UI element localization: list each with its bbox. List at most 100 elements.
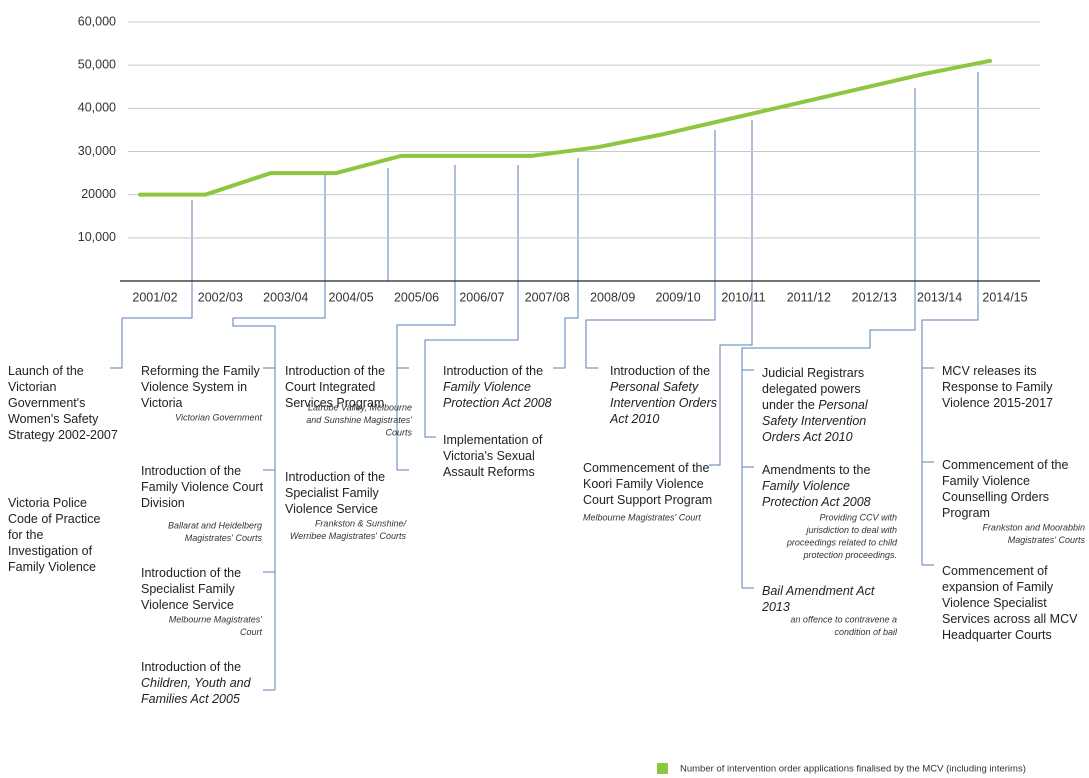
annotation-text: Services Program xyxy=(285,396,384,410)
annotation-line: delegated powers xyxy=(762,382,861,396)
y-tick-label: 40,000 xyxy=(78,101,116,115)
annotation-text: Commencement of xyxy=(942,564,1048,578)
annotation-italic: Orders Act 2010 xyxy=(762,430,853,444)
annotation-text: Investigation of xyxy=(8,544,93,558)
annotation-italic: Families Act 2005 xyxy=(141,692,240,706)
annotation-text: Amendments to the xyxy=(762,463,870,477)
annotation-line: Act 2010 xyxy=(609,412,659,426)
annotation-text: Court Integrated xyxy=(285,380,375,394)
annotation-line: for the xyxy=(8,528,43,542)
annotation-text: Specialist Family xyxy=(141,582,236,596)
annotation-text: Introduction of the xyxy=(443,364,543,378)
annotation: Introduction of the Children, Youth and Fa… xyxy=(141,660,252,706)
annotation-line: MCV releases its xyxy=(942,364,1036,378)
annotation-text: Introduction of the xyxy=(141,464,241,478)
annotation-italic: Family Violence xyxy=(443,380,531,394)
annotation-text: Victoria Police xyxy=(8,496,87,510)
x-tick-label: 2002/03 xyxy=(198,290,243,304)
annotation: Introduction of the Personal Safety Interv… xyxy=(609,364,717,426)
annotation-line: Family Violence xyxy=(8,560,96,574)
annotation-line: Violence 2015-2017 xyxy=(942,396,1053,410)
annotation-line: Counselling Orders xyxy=(942,490,1049,504)
annotation-text: Victoria's Sexual xyxy=(443,449,535,463)
annotation-line: Orders Act 2010 xyxy=(762,430,853,444)
annotation-italic: Protection Act 2008 xyxy=(443,396,552,410)
annotation-note: Providing CCV with xyxy=(819,512,897,522)
annotation-note: protection proceedings. xyxy=(802,550,897,560)
data-line xyxy=(138,58,992,197)
annotation-line: Koori Family Violence xyxy=(583,477,704,491)
annotation-line: Families Act 2005 xyxy=(141,692,240,706)
annotation-note: Victorian Government xyxy=(175,412,262,422)
annotation: Introduction of the Court Integrated Servi… xyxy=(285,364,412,437)
annotation-line: Violence System in xyxy=(141,380,247,394)
annotation-line: Women's Safety xyxy=(8,412,99,426)
annotation-note: Courts xyxy=(385,427,412,437)
annotation-note: Frankston and Moorabbin xyxy=(982,522,1085,532)
annotation-italic: Intervention Orders xyxy=(610,396,717,410)
annotation-line: Court Support Program xyxy=(583,493,712,507)
annotation-line: Introduction of the xyxy=(610,364,710,378)
annotation-note: and Sunshine Magistrates' xyxy=(306,415,412,425)
annotation-text: Family Violence xyxy=(8,560,96,574)
annotation-line: Victoria xyxy=(141,396,183,410)
x-tick-label: 2004/05 xyxy=(329,290,374,304)
annotation-text: Introduction of the xyxy=(141,566,241,580)
x-tick-label: 2014/15 xyxy=(982,290,1027,304)
annotation-line: Introduction of the xyxy=(141,660,241,674)
annotation-text: Specialist Family xyxy=(285,486,380,500)
annotation-line: Family Violence Court xyxy=(141,480,264,494)
y-tick-label: 50,000 xyxy=(78,57,116,71)
annotation: Launch of the Victorian Government's Women'… xyxy=(8,364,118,442)
x-tick-label: 2012/13 xyxy=(852,290,897,304)
annotation-line: Introduction of the xyxy=(285,470,385,484)
annotation-note: an offence to contravene a xyxy=(790,614,897,624)
annotation-line: Strategy 2002-2007 xyxy=(8,428,118,442)
annotation-line: Implementation of xyxy=(443,433,543,447)
annotation-line: Children, Youth and xyxy=(141,676,252,690)
annotation-text: Women's Safety xyxy=(8,412,99,426)
annotation: Judicial Registrars delegated powers under… xyxy=(762,366,869,444)
annotation: Amendments to the Family Violence Protecti… xyxy=(762,463,898,560)
annotation-text: delegated powers xyxy=(762,382,861,396)
annotation-line: Investigation of xyxy=(8,544,93,558)
annotation-line: Response to Family xyxy=(942,380,1053,394)
connector xyxy=(709,120,753,466)
annotation-italic: Children, Youth and xyxy=(141,676,252,690)
x-tick-label: 2006/07 xyxy=(459,290,504,304)
annotation-note: Ballarat and Heidelberg xyxy=(168,520,262,530)
annotation: Commencement of the Koori Family Violence… xyxy=(583,461,712,522)
x-tick-label: 2009/10 xyxy=(655,290,700,304)
annotation: Reforming the Family Violence System in Vi… xyxy=(141,364,262,422)
connector xyxy=(232,175,326,690)
annotation-text: Introduction of the xyxy=(285,364,385,378)
annotation: Commencement of the Family Violence Counse… xyxy=(942,458,1085,545)
annotation-line: Introduction of the xyxy=(141,566,241,580)
annotation-line: Specialist Family xyxy=(285,486,380,500)
connector xyxy=(741,88,916,588)
annotation-line: Division xyxy=(141,496,185,510)
annotation-line: under the Personal xyxy=(762,398,869,412)
connector xyxy=(110,200,193,369)
annotation-line: Violence Service xyxy=(285,502,378,516)
annotation-text: Assault Reforms xyxy=(443,465,535,479)
annotation-text: Introduction of the xyxy=(285,470,385,484)
y-tick-label: 60,000 xyxy=(78,14,116,28)
annotation-text: Koori Family Violence xyxy=(583,477,704,491)
annotation-text: expansion of Family xyxy=(942,580,1054,594)
x-tick-label: 2011/12 xyxy=(787,290,831,304)
annotation-text: Victorian xyxy=(8,380,56,394)
annotation-line: Family Violence xyxy=(942,474,1030,488)
x-tick-label: 2005/06 xyxy=(394,290,439,304)
annotation-line: Reforming the Family xyxy=(141,364,261,378)
annotation-line: Assault Reforms xyxy=(443,465,535,479)
annotation-line: Introduction of the xyxy=(141,464,241,478)
annotation-line: Intervention Orders xyxy=(610,396,717,410)
annotation-text: Code of Practice xyxy=(8,512,100,526)
annotation-text: Program xyxy=(942,506,990,520)
annotation-line: Government's xyxy=(8,396,85,410)
annotation-italic: Personal xyxy=(818,398,869,412)
annotation-note: proceedings related to child xyxy=(786,537,898,547)
annotation-line: Victorian xyxy=(8,380,56,394)
